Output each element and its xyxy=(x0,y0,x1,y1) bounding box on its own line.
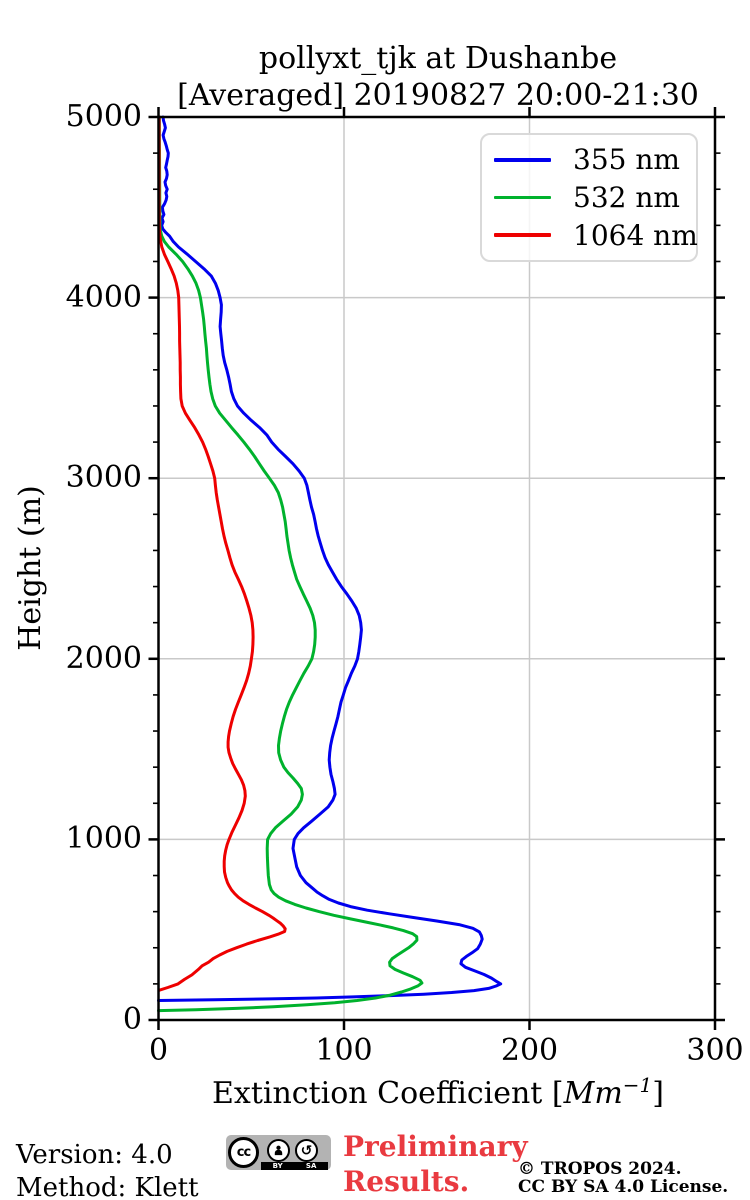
x-axis-label-suffix: ] xyxy=(652,1076,664,1111)
x-axis-label: Extinction Coefficient [Mm−1] xyxy=(128,1066,748,1113)
y-tick-label-0: 0 xyxy=(122,1002,142,1037)
cc-by-sa-badge: cc ↺ BY SA xyxy=(226,1135,331,1170)
y-tick-label-3000: 3000 xyxy=(65,460,142,496)
cc-logo-icon: cc xyxy=(228,1137,259,1168)
copyright-note: © TROPOS 2024. CC BY SA 4.0 License. xyxy=(518,1160,728,1196)
y-tick-label-2000: 2000 xyxy=(65,640,142,676)
x-tick-label-100: 100 xyxy=(315,1033,373,1068)
x-axis-label-exponent: −1 xyxy=(622,1073,653,1097)
y-tick-label-1000: 1000 xyxy=(65,821,142,857)
y-tick-label-5000: 5000 xyxy=(65,99,142,134)
legend: 355 nm 532 nm 1064 nm xyxy=(480,133,698,262)
x-tick-label-200: 200 xyxy=(500,1033,559,1068)
x-axis-label-text: Extinction Coefficient [ xyxy=(212,1076,564,1111)
person-icon xyxy=(274,1145,283,1156)
copyright-line2: CC BY SA 4.0 License. xyxy=(518,1177,729,1197)
x-axis-label-unit: Mm xyxy=(563,1076,623,1111)
footer-version-method: Version: 4.0 Method: Klett xyxy=(16,1139,199,1200)
x-tick-label-300: 300 xyxy=(686,1033,744,1068)
cc-by-label: BY xyxy=(272,1162,283,1170)
preliminary-line2: Results. xyxy=(343,1165,470,1198)
chart-subtitle: [Averaged] 20190827 20:00-21:30 xyxy=(177,78,699,113)
cc-badge-strip: BY SA xyxy=(261,1162,328,1170)
preliminary-results-note: Preliminary Results. xyxy=(343,1129,528,1199)
copyright-line1: © TROPOS 2024. xyxy=(518,1159,682,1179)
legend-entry-355nm: 355 nm xyxy=(494,143,684,176)
preliminary-line1: Preliminary xyxy=(343,1130,528,1163)
version-label: Version: 4.0 xyxy=(16,1140,173,1170)
legend-entry-532nm: 532 nm xyxy=(494,181,684,214)
cc-attribution-icon xyxy=(267,1139,290,1162)
cc-sa-label: SA xyxy=(305,1162,317,1170)
legend-label-1064nm: 1064 nm xyxy=(573,218,698,252)
curve-1064-nm xyxy=(157,115,287,992)
legend-label-355nm: 355 nm xyxy=(573,143,680,177)
method-label: Method: Klett xyxy=(16,1173,199,1200)
legend-label-532nm: 532 nm xyxy=(573,180,680,214)
curve-532-nm xyxy=(157,115,424,1013)
cc-sharealike-icon: ↺ xyxy=(295,1139,318,1162)
legend-line-355nm xyxy=(494,158,551,162)
legend-line-1064nm xyxy=(494,233,551,237)
legend-line-532nm xyxy=(494,195,551,200)
x-tick-label-0: 0 xyxy=(148,1033,169,1068)
curve-355-nm xyxy=(157,115,503,1002)
chart-title: pollyxt_tjk at Dushanbe xyxy=(258,41,618,76)
legend-entry-1064nm: 1064 nm xyxy=(494,219,698,252)
y-tick-label-4000: 4000 xyxy=(65,279,142,315)
